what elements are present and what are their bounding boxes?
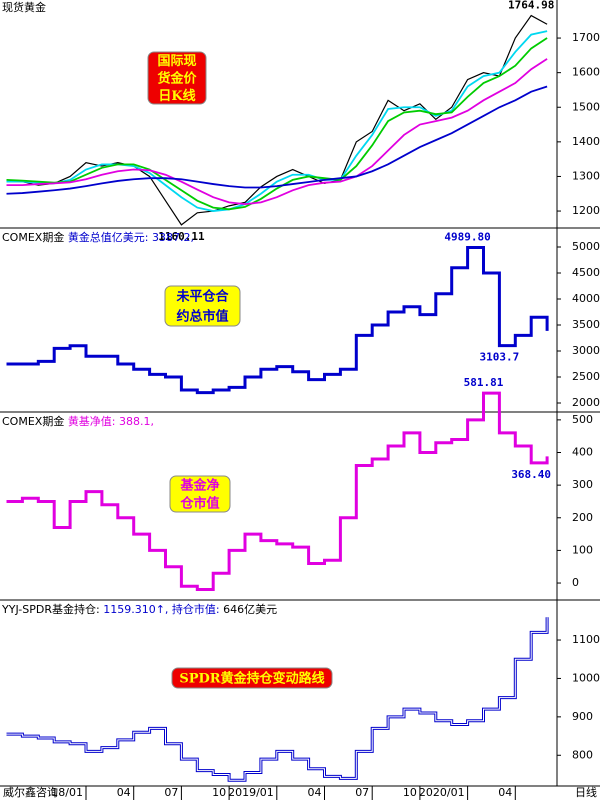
x-tick-label: 04 bbox=[308, 786, 322, 799]
series-line bbox=[6, 391, 549, 592]
x-tick-label: 07 bbox=[164, 786, 178, 799]
y-tick-label: 2000 bbox=[572, 396, 600, 409]
y-tick-label: 800 bbox=[572, 748, 593, 761]
x-tick-label: 10 bbox=[403, 786, 417, 799]
note-text: 约总市值 bbox=[176, 309, 228, 325]
y-tick-label: 1700 bbox=[572, 31, 600, 44]
y-tick-label: 300 bbox=[572, 478, 593, 491]
y-tick-label: 900 bbox=[572, 710, 593, 723]
note-text: 基金净 bbox=[179, 478, 219, 494]
panel-header: YYJ-SPDR基金持仓: 1159.310↑, 持仓市值: 646亿美元 bbox=[1, 602, 277, 616]
note-box bbox=[171, 667, 333, 689]
y-tick-label: 1400 bbox=[572, 135, 600, 148]
header-part: COMEX期金 bbox=[2, 230, 68, 244]
x-tick-label: 2019/01 bbox=[228, 786, 274, 799]
panel-header: COMEX期金 黄金总值亿美元: 3387.2, bbox=[2, 230, 194, 244]
y-tick-label: 2500 bbox=[572, 370, 600, 383]
y-tick-label: 4000 bbox=[572, 292, 600, 305]
footer-left: 威尔鑫咨询 bbox=[3, 785, 58, 799]
y-tick-label: 1500 bbox=[572, 100, 600, 113]
note-text: 日K线 bbox=[158, 88, 195, 104]
header-part: YYJ-SPDR基金持仓: bbox=[1, 602, 103, 616]
value-label: 4989.80 bbox=[444, 231, 490, 244]
note-text: SPDR黄金持仓变动路线 bbox=[179, 671, 324, 687]
value-label: 581.81 bbox=[464, 376, 504, 389]
y-tick-label: 1100 bbox=[572, 633, 600, 646]
x-tick-label: 04 bbox=[498, 786, 512, 799]
x-tick-label: 10 bbox=[212, 786, 226, 799]
header-part: 现货黄金 bbox=[2, 0, 46, 14]
note-box bbox=[169, 475, 231, 513]
line-highlight bbox=[6, 617, 548, 781]
header-part: 黄基净值: 388.1, bbox=[68, 414, 154, 428]
y-tick-label: 100 bbox=[572, 543, 593, 556]
y-tick-label: 400 bbox=[572, 446, 593, 459]
y-tick-label: 200 bbox=[572, 511, 593, 524]
header-part: 646亿美元 bbox=[223, 603, 277, 616]
series-line bbox=[6, 85, 548, 195]
header-part: 黄金总值亿美元: 3387.2, bbox=[68, 230, 194, 244]
y-tick-label: 0 bbox=[572, 576, 579, 589]
y-tick-label: 3000 bbox=[572, 344, 600, 357]
value-label: 1160.11 bbox=[158, 230, 205, 243]
x-tick-label: 04 bbox=[117, 786, 131, 799]
series-line bbox=[6, 58, 548, 206]
header-part: COMEX期金 bbox=[2, 414, 68, 428]
y-tick-label: 1300 bbox=[572, 169, 600, 182]
y-tick-label: 500 bbox=[572, 413, 593, 426]
series-line bbox=[6, 246, 549, 395]
note-text: 未平仓合 bbox=[175, 289, 229, 305]
y-tick-label: 1000 bbox=[572, 671, 600, 684]
value-label: 3103.7 bbox=[480, 351, 520, 364]
series-line bbox=[6, 37, 548, 211]
x-tick-label: 2020/01 bbox=[419, 786, 465, 799]
y-tick-label: 3500 bbox=[572, 318, 600, 331]
y-tick-label: 1600 bbox=[572, 66, 600, 79]
header-part: 1159.310↑, 持仓市值: bbox=[103, 602, 223, 616]
y-tick-label: 5000 bbox=[572, 240, 600, 253]
series-line bbox=[6, 30, 548, 212]
note-box bbox=[147, 51, 207, 105]
panel-header: 现货黄金 bbox=[2, 0, 46, 14]
x-tick-label: 18/01 bbox=[51, 786, 83, 799]
note-text: 国际现 bbox=[157, 54, 196, 69]
note-text: 货金价 bbox=[157, 71, 197, 87]
y-tick-label: 4500 bbox=[572, 266, 600, 279]
panel-header: COMEX期金 黄基净值: 388.1, bbox=[2, 414, 154, 428]
x-tick-label: 07 bbox=[355, 786, 369, 799]
footer-right: 日线 bbox=[575, 785, 597, 799]
y-tick-label: 1200 bbox=[572, 204, 600, 217]
value-label: 1764.98 bbox=[508, 0, 554, 12]
note-text: 仓市值 bbox=[179, 496, 219, 512]
note-box bbox=[164, 285, 241, 327]
value-label: 368.40 bbox=[511, 468, 551, 481]
series-line bbox=[6, 14, 548, 226]
